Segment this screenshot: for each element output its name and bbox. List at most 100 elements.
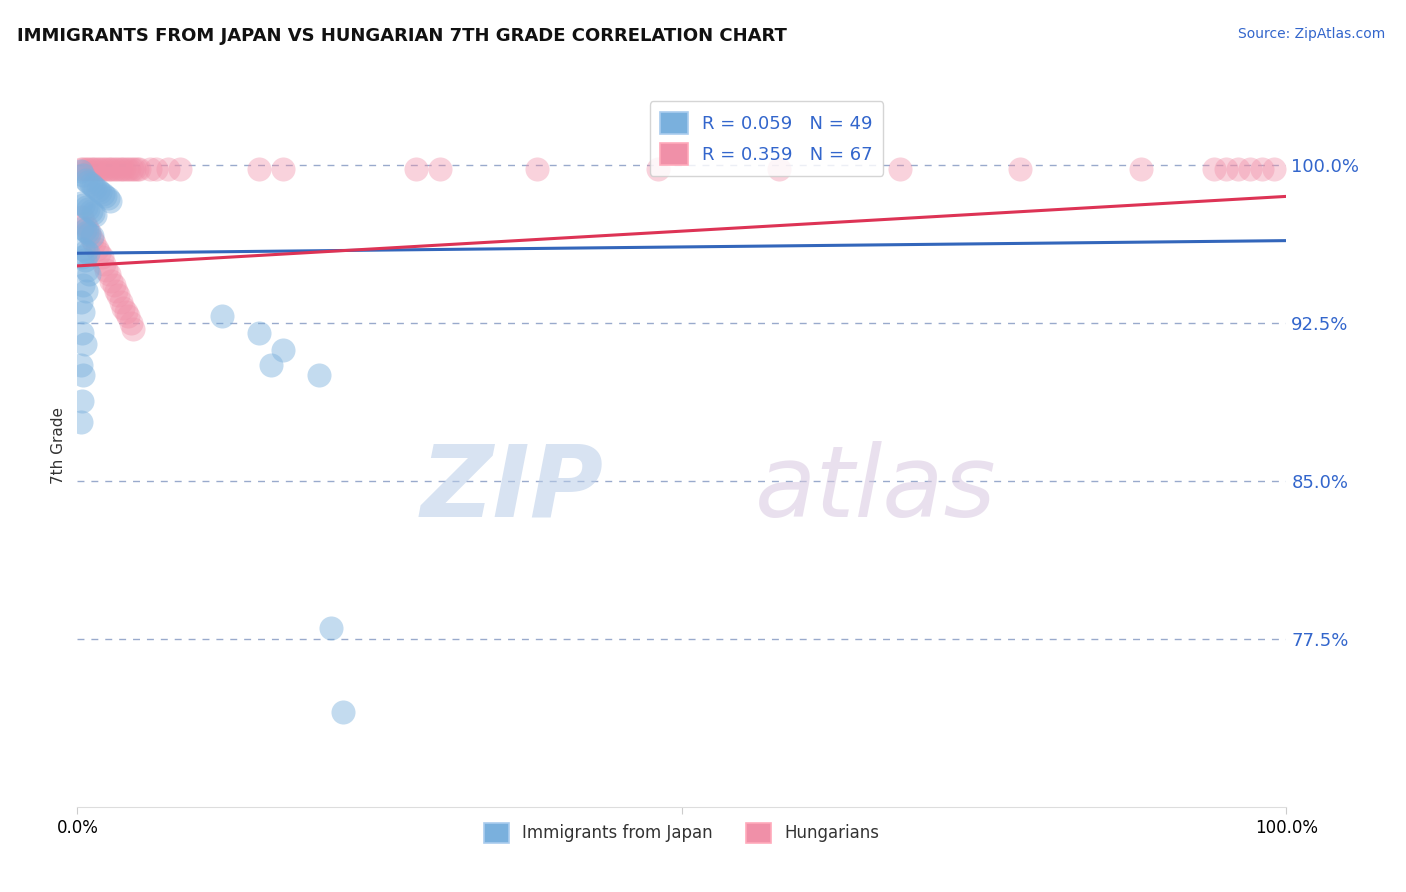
Point [73, 217, 96, 231]
Point [84, 208, 107, 222]
Point [70, 358, 93, 372]
Point [73, 252, 96, 267]
Point [75, 172, 97, 186]
Point [70, 221, 93, 235]
Point [125, 161, 148, 176]
Point [89, 185, 111, 199]
Point [70, 164, 93, 178]
Point [96, 161, 118, 176]
Point [120, 316, 142, 330]
Point [82, 161, 104, 176]
Point [321, 621, 343, 635]
Point [94, 161, 117, 176]
Point [91, 161, 114, 176]
Point [271, 343, 294, 358]
Text: Source: ZipAtlas.com: Source: ZipAtlas.com [1237, 27, 1385, 41]
Point [1130, 161, 1153, 176]
Point [70, 251, 93, 265]
Point [70, 294, 93, 309]
Point [84, 181, 107, 195]
Point [104, 161, 127, 176]
Point [139, 161, 162, 176]
Point [332, 706, 354, 720]
Point [89, 161, 111, 176]
Point [70, 326, 93, 341]
Point [77, 202, 100, 216]
Point [98, 161, 121, 176]
Point [72, 305, 94, 319]
Point [1010, 161, 1032, 176]
Point [75, 200, 97, 214]
Point [115, 161, 138, 176]
Point [72, 368, 94, 383]
Point [1227, 161, 1250, 176]
Legend: Immigrants from Japan, Hungarians: Immigrants from Japan, Hungarians [478, 816, 886, 849]
Point [107, 288, 129, 302]
Point [80, 231, 103, 245]
Point [101, 161, 124, 176]
Point [76, 221, 98, 235]
Point [1251, 161, 1274, 176]
Point [70, 415, 93, 429]
Point [1202, 161, 1225, 176]
Point [72, 161, 94, 176]
Point [1263, 161, 1285, 176]
Point [111, 161, 134, 176]
Point [118, 161, 141, 176]
Point [72, 242, 94, 256]
Point [271, 161, 294, 176]
Point [79, 227, 101, 242]
Point [405, 161, 427, 176]
Point [114, 305, 136, 319]
Point [114, 161, 136, 176]
Point [211, 310, 233, 324]
Point [247, 326, 270, 341]
Point [75, 161, 97, 176]
Point [84, 161, 107, 176]
Point [70, 195, 93, 210]
Point [526, 161, 548, 176]
Point [79, 177, 101, 191]
Point [97, 268, 120, 282]
Point [79, 161, 101, 176]
Point [83, 235, 105, 250]
Point [79, 225, 101, 239]
Y-axis label: 7th Grade: 7th Grade [51, 408, 66, 484]
Point [75, 284, 97, 298]
Point [70, 393, 93, 408]
Text: ZIP: ZIP [420, 441, 603, 538]
Point [86, 242, 108, 256]
Point [1239, 161, 1261, 176]
Point [73, 223, 96, 237]
Point [110, 294, 132, 309]
Point [94, 189, 117, 203]
Point [87, 161, 110, 176]
Point [647, 161, 669, 176]
Point [90, 251, 112, 265]
Point [121, 161, 143, 176]
Point [96, 192, 118, 206]
Text: atlas: atlas [755, 441, 995, 538]
Point [122, 161, 145, 176]
Text: IMMIGRANTS FROM JAPAN VS HUNGARIAN 7TH GRADE CORRELATION CHART: IMMIGRANTS FROM JAPAN VS HUNGARIAN 7TH G… [17, 27, 787, 45]
Point [91, 187, 114, 202]
Point [76, 225, 98, 239]
Point [72, 169, 94, 183]
Point [157, 161, 180, 176]
Point [77, 246, 100, 260]
Point [128, 161, 150, 176]
Point [87, 246, 110, 260]
Point [72, 277, 94, 292]
Point [145, 161, 167, 176]
Point [105, 161, 128, 176]
Point [70, 211, 93, 225]
Point [82, 206, 104, 220]
Point [260, 358, 283, 372]
Point [75, 244, 97, 259]
Point [122, 322, 145, 336]
Point [73, 336, 96, 351]
Point [105, 284, 128, 298]
Point [93, 257, 115, 271]
Point [98, 194, 121, 208]
Point [768, 161, 790, 176]
